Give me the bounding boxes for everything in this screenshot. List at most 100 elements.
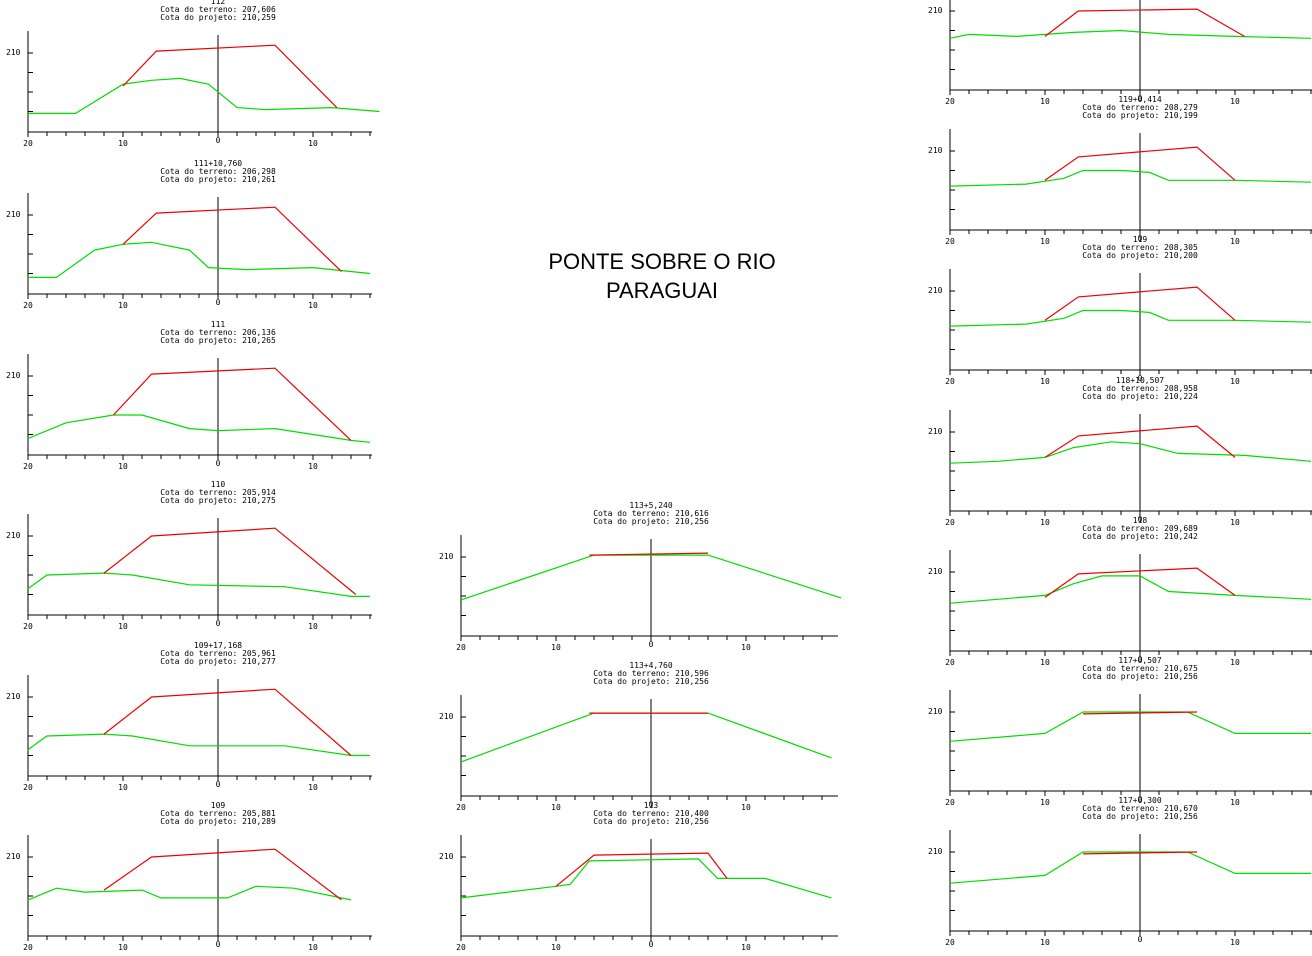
station-label: 117+0,507 <box>1118 656 1162 665</box>
station-label: 111+10,760 <box>194 159 242 168</box>
elevation-label: 210 <box>6 48 21 57</box>
offset-tick-label: 10 <box>1230 938 1240 947</box>
cota-terreno-label: Cota do terreno: 210,596 <box>593 669 709 678</box>
elevation-label: 210 <box>6 210 21 219</box>
cota-projeto-label: Cota do projeto: 210,277 <box>160 657 276 666</box>
offset-tick-label: 0 <box>216 940 221 949</box>
offset-tick-label: 10 <box>1040 97 1050 106</box>
elevation-label: 210 <box>928 567 943 576</box>
cota-terreno-label: Cota do terreno: 205,914 <box>160 488 276 497</box>
offset-tick-label: 0 <box>649 640 654 649</box>
station-label: 113+4,760 <box>629 661 673 670</box>
drawing-title-line-2: PARAGUAI <box>605 278 719 303</box>
station-label: 113+5,240 <box>629 501 673 510</box>
station-label: 117+0,300 <box>1118 796 1162 805</box>
design-profile <box>1044 146 1236 181</box>
cota-projeto-label: Cota do projeto: 210,261 <box>160 175 276 184</box>
offset-tick-label: 10 <box>1040 518 1050 527</box>
station-label: 111 <box>211 320 226 329</box>
offset-tick-label: 10 <box>308 139 318 148</box>
offset-tick-label: 0 <box>216 298 221 307</box>
cota-terreno-label: Cota do terreno: 205,881 <box>160 809 276 818</box>
elevation-label: 210 <box>439 712 454 721</box>
cota-projeto-label: Cota do projeto: 210,289 <box>160 817 276 826</box>
design-profile <box>1044 8 1245 37</box>
offset-tick-label: 20 <box>23 301 33 310</box>
terrain-profile <box>28 77 380 115</box>
elevation-label: 210 <box>928 847 943 856</box>
terrain-profile <box>949 169 1312 187</box>
offset-tick-label: 10 <box>308 783 318 792</box>
station-label: 119 <box>1133 235 1148 244</box>
cota-projeto-label: Cota do projeto: 210,259 <box>160 13 276 22</box>
cota-projeto-label: Cota do projeto: 210,265 <box>160 336 276 345</box>
terrain-profile <box>27 414 371 443</box>
cota-terreno-label: Cota do terreno: 210,675 <box>1082 664 1198 673</box>
station-label: 118+10,507 <box>1116 376 1164 385</box>
offset-tick-label: 0 <box>1138 795 1143 804</box>
elevation-label: 210 <box>6 692 21 701</box>
station-label: 110 <box>211 480 226 489</box>
offset-tick-label: 10 <box>308 462 318 471</box>
offset-tick-label: 10 <box>308 622 318 631</box>
station-label: 113 <box>644 801 659 810</box>
elevation-label: 210 <box>928 427 943 436</box>
offset-tick-label: 0 <box>1138 94 1143 103</box>
terrain-profile <box>27 885 352 901</box>
cross-section-10: 2010010210120Cota do terreno: 207,452Cot… <box>928 0 1312 106</box>
offset-tick-label: 10 <box>118 462 128 471</box>
offset-tick-label: 0 <box>1138 515 1143 524</box>
offset-tick-label: 0 <box>216 459 221 468</box>
design-profile <box>1082 711 1198 715</box>
design-profile <box>1044 567 1236 598</box>
elevation-label: 210 <box>928 707 943 716</box>
drawing-title: PONTE SOBRE O RIO PARAGUAI <box>480 247 844 305</box>
offset-tick-label: 20 <box>456 943 466 952</box>
cota-projeto-label: Cota do projeto: 210,275 <box>160 496 276 505</box>
offset-tick-label: 10 <box>1040 377 1050 386</box>
offset-tick-label: 10 <box>118 943 128 952</box>
drawing-title-line-1: PONTE SOBRE O RIO <box>548 249 776 274</box>
cota-terreno-label: Cota do terreno: 210,400 <box>593 809 709 818</box>
elevation-label: 210 <box>439 552 454 561</box>
offset-tick-label: 0 <box>1138 234 1143 243</box>
offset-tick-label: 20 <box>945 518 955 527</box>
cota-projeto-label: Cota do projeto: 210,256 <box>1082 812 1198 821</box>
design-profile <box>103 527 357 595</box>
design-profile <box>1082 851 1198 855</box>
offset-tick-label: 20 <box>23 943 33 952</box>
terrain-profile <box>949 851 1311 884</box>
offset-tick-label: 10 <box>118 622 128 631</box>
terrain-profile <box>949 711 1311 742</box>
design-profile <box>589 552 709 556</box>
offset-tick-label: 10 <box>741 643 751 652</box>
station-label: 112 <box>211 0 226 6</box>
offset-tick-label: 10 <box>1040 658 1050 667</box>
cota-terreno-label: Cota do terreno: 208,958 <box>1082 384 1198 393</box>
offset-tick-label: 10 <box>1230 658 1240 667</box>
cota-projeto-label: Cota do projeto: 210,256 <box>593 517 709 526</box>
terrain-profile <box>949 309 1312 327</box>
offset-tick-label: 0 <box>216 136 221 145</box>
offset-tick-label: 10 <box>1230 518 1240 527</box>
station-label: 109 <box>211 801 226 810</box>
cota-terreno-label: Cota do terreno: 206,298 <box>160 167 276 176</box>
offset-tick-label: 20 <box>945 237 955 246</box>
cota-projeto-label: Cota do projeto: 210,224 <box>1082 392 1198 401</box>
cota-projeto-label: Cota do projeto: 210,256 <box>593 817 709 826</box>
cota-terreno-label: Cota do terreno: 210,670 <box>1082 804 1198 813</box>
design-profile <box>122 206 342 273</box>
offset-tick-label: 20 <box>456 643 466 652</box>
cota-terreno-label: Cota do terreno: 206,136 <box>160 328 276 337</box>
offset-tick-label: 10 <box>741 943 751 952</box>
cota-projeto-label: Cota do projeto: 210,200 <box>1082 251 1198 260</box>
